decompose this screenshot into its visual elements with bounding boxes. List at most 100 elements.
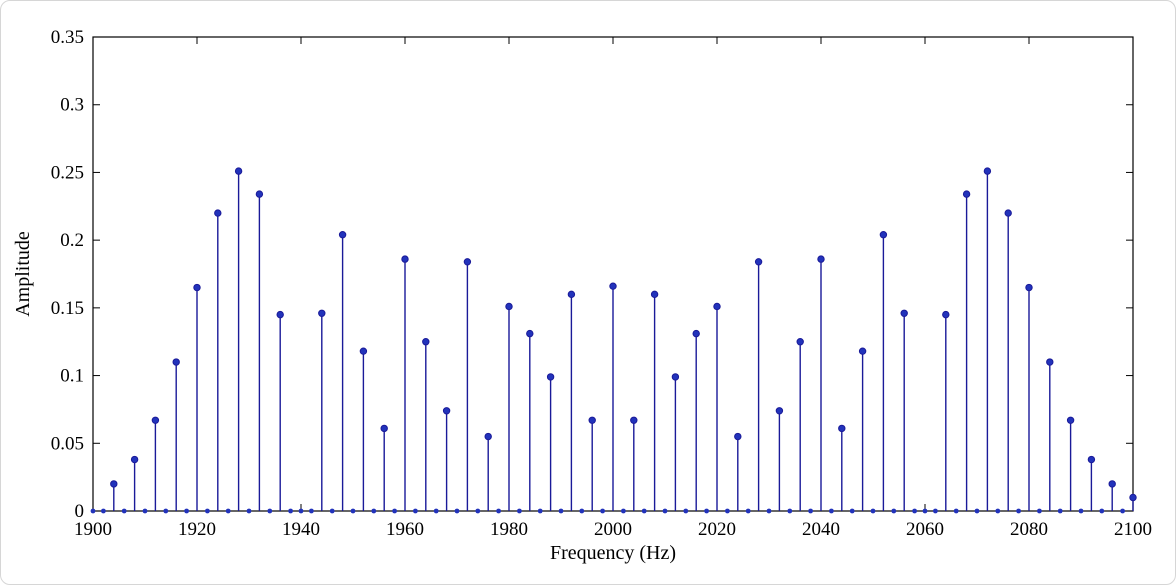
zero-marker xyxy=(600,508,605,514)
zero-marker xyxy=(725,508,730,514)
x-tick-label: 1940 xyxy=(282,519,320,540)
stem-marker xyxy=(214,209,222,217)
zero-marker xyxy=(225,508,231,514)
stem-marker xyxy=(463,258,472,266)
zero-marker xyxy=(787,508,793,514)
stem-marker xyxy=(650,290,659,299)
stem-marker xyxy=(630,416,638,424)
stem-marker xyxy=(546,373,555,381)
zero-marker xyxy=(933,508,938,514)
y-tick-label: 0.1 xyxy=(60,366,84,387)
stem-marker xyxy=(422,338,430,346)
x-tick-label: 2080 xyxy=(1010,519,1048,540)
stem-marker xyxy=(962,190,971,198)
zero-marker xyxy=(922,508,928,514)
y-tick-label: 0 xyxy=(75,501,85,522)
stem-marker xyxy=(380,424,388,433)
zero-marker xyxy=(496,508,501,514)
y-tick-label: 0.3 xyxy=(60,95,84,116)
zero-marker xyxy=(309,508,314,514)
stem-marker xyxy=(942,310,950,319)
x-tick-label: 1980 xyxy=(490,519,528,540)
zero-marker xyxy=(392,508,397,514)
stem-marker xyxy=(775,407,784,415)
zero-marker xyxy=(1037,508,1042,514)
stem-marker xyxy=(1066,416,1075,424)
stem-marker xyxy=(1108,480,1116,488)
stem-marker xyxy=(879,231,888,239)
zero-marker xyxy=(1016,508,1021,514)
zero-marker xyxy=(205,508,210,514)
x-tick-label: 1900 xyxy=(74,519,112,540)
stem-marker xyxy=(359,347,368,355)
stem-marker xyxy=(130,455,139,464)
zero-marker xyxy=(298,508,304,514)
zero-marker xyxy=(413,508,418,514)
y-axis-label: Amplitude xyxy=(12,231,34,317)
stem-marker xyxy=(151,416,160,424)
zero-marker xyxy=(184,508,190,514)
zero-marker xyxy=(849,508,855,514)
zero-marker xyxy=(953,508,959,514)
stem-marker xyxy=(692,329,700,338)
stem-marker xyxy=(255,190,264,198)
stem-marker xyxy=(858,347,867,355)
zero-marker xyxy=(90,508,96,514)
zero-marker xyxy=(683,508,689,514)
zero-marker xyxy=(350,508,356,514)
zero-marker xyxy=(475,508,481,514)
y-tick-label: 0.25 xyxy=(51,162,84,183)
zero-marker xyxy=(745,508,751,514)
zero-marker xyxy=(1057,508,1063,514)
zero-marker xyxy=(995,508,1001,514)
zero-marker xyxy=(829,508,834,514)
zero-marker xyxy=(433,508,439,514)
y-tick-label: 0.2 xyxy=(60,230,84,251)
stem-marker xyxy=(983,167,992,175)
stem-marker xyxy=(1129,493,1137,502)
zero-marker xyxy=(579,508,585,514)
stem-marker xyxy=(401,255,409,263)
stem-marker xyxy=(110,480,118,488)
zero-marker xyxy=(121,508,127,514)
stem-marker xyxy=(838,424,846,433)
zero-marker xyxy=(517,508,522,514)
stem-marker xyxy=(318,309,326,317)
stem-marker xyxy=(1087,455,1096,464)
zero-marker xyxy=(454,508,460,514)
stem-marker xyxy=(900,309,908,317)
zero-marker xyxy=(558,508,564,514)
stem-marker xyxy=(754,258,763,266)
zero-marker xyxy=(912,508,917,514)
stem-marker xyxy=(442,407,451,415)
stem-marker xyxy=(1046,358,1054,366)
stem-marker xyxy=(734,432,742,441)
zero-marker xyxy=(537,508,543,514)
zero-marker xyxy=(704,508,709,514)
stem-marker xyxy=(484,432,492,441)
x-tick-label: 2000 xyxy=(594,519,632,540)
zero-marker xyxy=(1099,508,1105,514)
y-tick-label: 0.05 xyxy=(51,433,84,454)
zero-marker xyxy=(766,508,772,514)
stem-marker xyxy=(1004,209,1012,217)
x-tick-label: 2040 xyxy=(802,519,840,540)
y-tick-label: 0.35 xyxy=(51,27,84,48)
zero-marker xyxy=(641,508,647,514)
stem-marker xyxy=(609,282,617,290)
zero-marker xyxy=(662,508,668,514)
stem-marker xyxy=(796,338,804,346)
zero-marker xyxy=(246,508,252,514)
zero-marker xyxy=(101,508,106,514)
x-tick-label: 2020 xyxy=(698,519,736,540)
zero-marker xyxy=(891,508,897,514)
stem-marker xyxy=(505,302,513,311)
stem-marker xyxy=(817,255,825,263)
stem-marker xyxy=(172,358,180,366)
x-tick-label: 1920 xyxy=(178,519,216,540)
x-tick-label: 2060 xyxy=(906,519,944,540)
x-tick-label: 1960 xyxy=(386,519,424,540)
zero-marker xyxy=(371,508,377,514)
